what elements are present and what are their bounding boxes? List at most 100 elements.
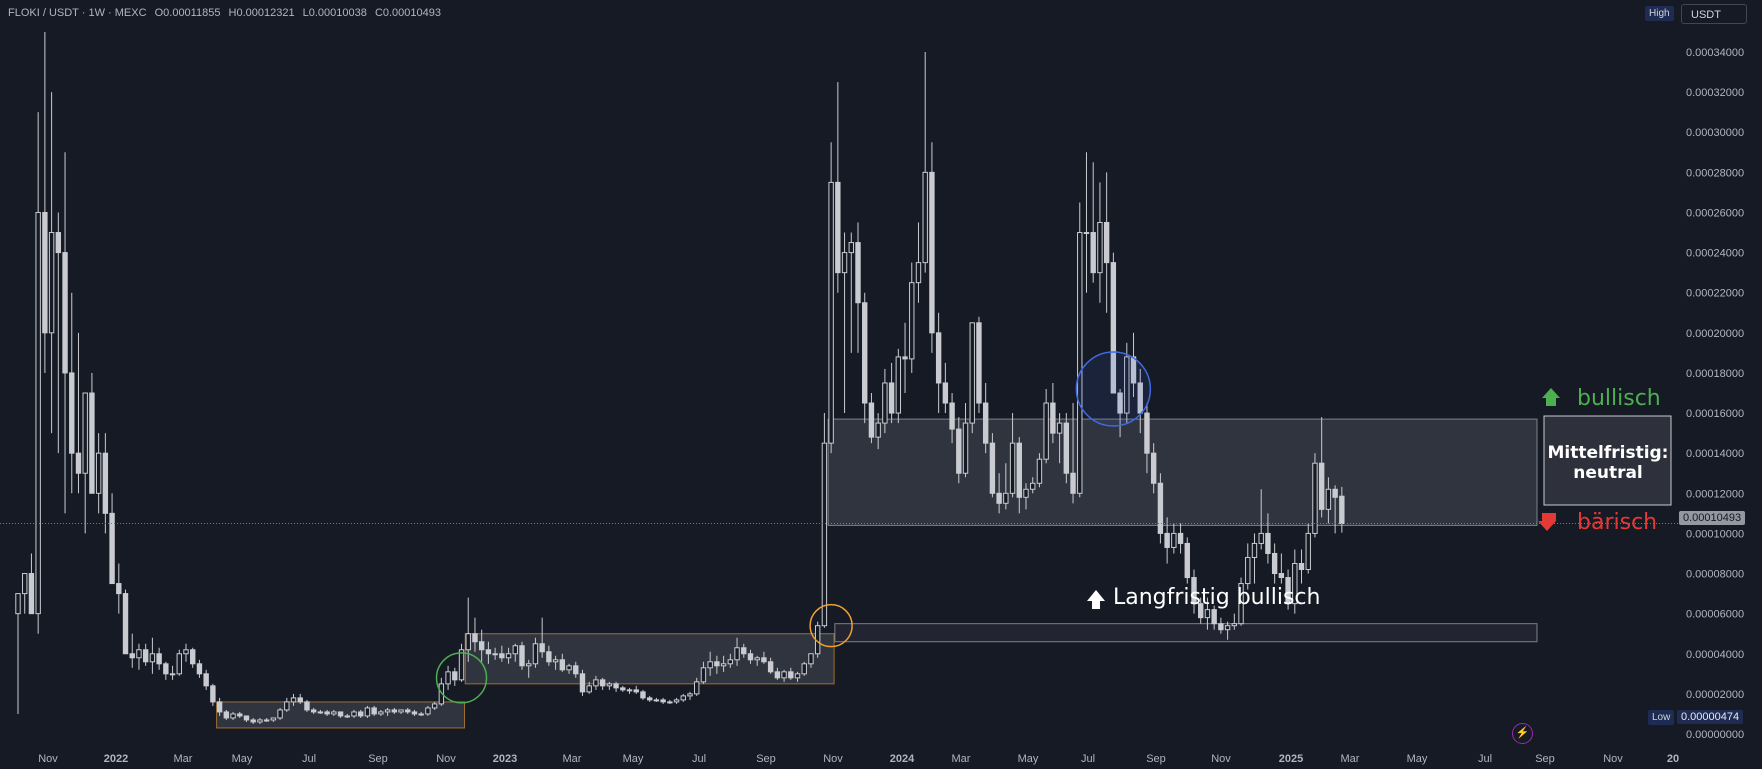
x-tick-label: 20 — [1667, 753, 1679, 765]
candle — [888, 362, 895, 424]
low-price-tag: 0.00000474 — [1677, 710, 1744, 724]
candle — [384, 707, 391, 716]
high-badge[interactable]: High — [1645, 6, 1674, 21]
candle — [452, 667, 458, 686]
candle — [1137, 368, 1143, 434]
y-tick-label: 0.00014000 — [1686, 448, 1744, 460]
candle — [982, 382, 989, 454]
candle — [626, 687, 633, 694]
symbol-header: FLOKI / USDT · 1W · MEXC O0.00011855 H0.… — [8, 7, 446, 19]
candle — [1110, 252, 1117, 394]
x-tick-label: Nov — [1211, 753, 1231, 765]
candle — [828, 142, 834, 454]
candle — [633, 685, 639, 694]
y-tick-label: 0.00022000 — [1686, 288, 1744, 300]
candle — [1191, 569, 1197, 614]
candle — [263, 717, 270, 722]
x-tick-label: May — [232, 753, 253, 765]
candle — [1231, 613, 1238, 630]
candle — [136, 643, 142, 670]
candle — [1224, 621, 1231, 640]
x-tick-label: May — [623, 753, 644, 765]
candle — [989, 433, 996, 498]
candle — [378, 709, 384, 716]
candle — [297, 693, 303, 704]
candle — [398, 709, 404, 714]
low-badge[interactable]: Low — [1648, 710, 1675, 725]
candle — [1211, 605, 1217, 630]
candle — [781, 669, 787, 682]
candle — [1184, 537, 1190, 584]
candle — [304, 699, 310, 712]
symbol-name[interactable]: FLOKI / USDT · 1W · MEXC — [8, 7, 147, 19]
candle — [976, 316, 982, 414]
candle — [1298, 549, 1305, 584]
candle — [841, 232, 848, 414]
candle — [727, 653, 734, 668]
candle — [606, 681, 613, 690]
candle — [48, 92, 55, 434]
candle — [156, 647, 162, 670]
candle — [1009, 413, 1016, 498]
candle — [613, 681, 619, 692]
x-tick-label: May — [1018, 753, 1039, 765]
candle — [741, 643, 747, 658]
y-tick-label: 0.00026000 — [1686, 207, 1744, 219]
x-tick-label: Sep — [368, 753, 388, 765]
candle — [1332, 485, 1338, 534]
candle — [747, 649, 754, 664]
candle — [270, 717, 277, 722]
time-axis[interactable]: Nov 2022 Mar May Jul Sep Nov 2023 Mar May Jul Sep No… — [38, 753, 1679, 765]
x-tick-label: Jul — [692, 753, 706, 765]
midterm-label-line2: neutral — [1573, 463, 1643, 483]
high-value: H0.00012321 — [228, 7, 295, 19]
lightning-icon[interactable]: ⚡ — [1512, 723, 1533, 744]
candle — [122, 589, 129, 655]
candle — [929, 142, 935, 353]
candle — [1056, 413, 1063, 464]
candle — [640, 689, 646, 700]
candle — [1318, 417, 1325, 518]
candle — [915, 222, 922, 303]
candle — [411, 709, 418, 716]
candle — [237, 711, 243, 718]
zones-layer — [216, 418, 1538, 729]
candle — [552, 655, 559, 670]
candle — [418, 711, 424, 716]
candle — [902, 322, 908, 393]
candle — [290, 693, 297, 706]
bearish-arrow-icon — [1538, 513, 1556, 531]
candle — [532, 637, 539, 668]
candle — [593, 675, 599, 690]
close-value: C0.00010493 — [374, 7, 441, 19]
currency-selector[interactable]: USDT — [1681, 4, 1747, 24]
price-axis[interactable]: 0.00034000 0.00032000 0.00030000 0.00028000… — [1686, 47, 1744, 741]
candle — [579, 669, 586, 696]
candle — [465, 597, 471, 662]
candle — [1043, 388, 1049, 464]
candle — [75, 332, 82, 494]
candle — [499, 645, 505, 662]
candle — [1278, 553, 1285, 584]
midterm-box — [1543, 415, 1672, 506]
candle — [673, 697, 680, 704]
candle — [1258, 489, 1264, 550]
candle — [371, 705, 377, 716]
candle — [190, 647, 196, 668]
candle — [169, 665, 176, 680]
candle — [1171, 523, 1177, 554]
x-tick-label: Sep — [1535, 753, 1555, 765]
x-tick-label: 2025 — [1279, 753, 1303, 765]
candle — [337, 711, 344, 718]
candle — [566, 663, 572, 674]
y-tick-label: 0.00016000 — [1686, 408, 1744, 420]
candle — [22, 573, 28, 614]
candle — [277, 707, 283, 720]
candle — [317, 709, 324, 714]
candle — [646, 695, 653, 702]
candle — [969, 322, 975, 434]
y-tick-label: 0.00030000 — [1686, 127, 1744, 139]
candle — [653, 697, 660, 702]
candle — [458, 643, 465, 682]
